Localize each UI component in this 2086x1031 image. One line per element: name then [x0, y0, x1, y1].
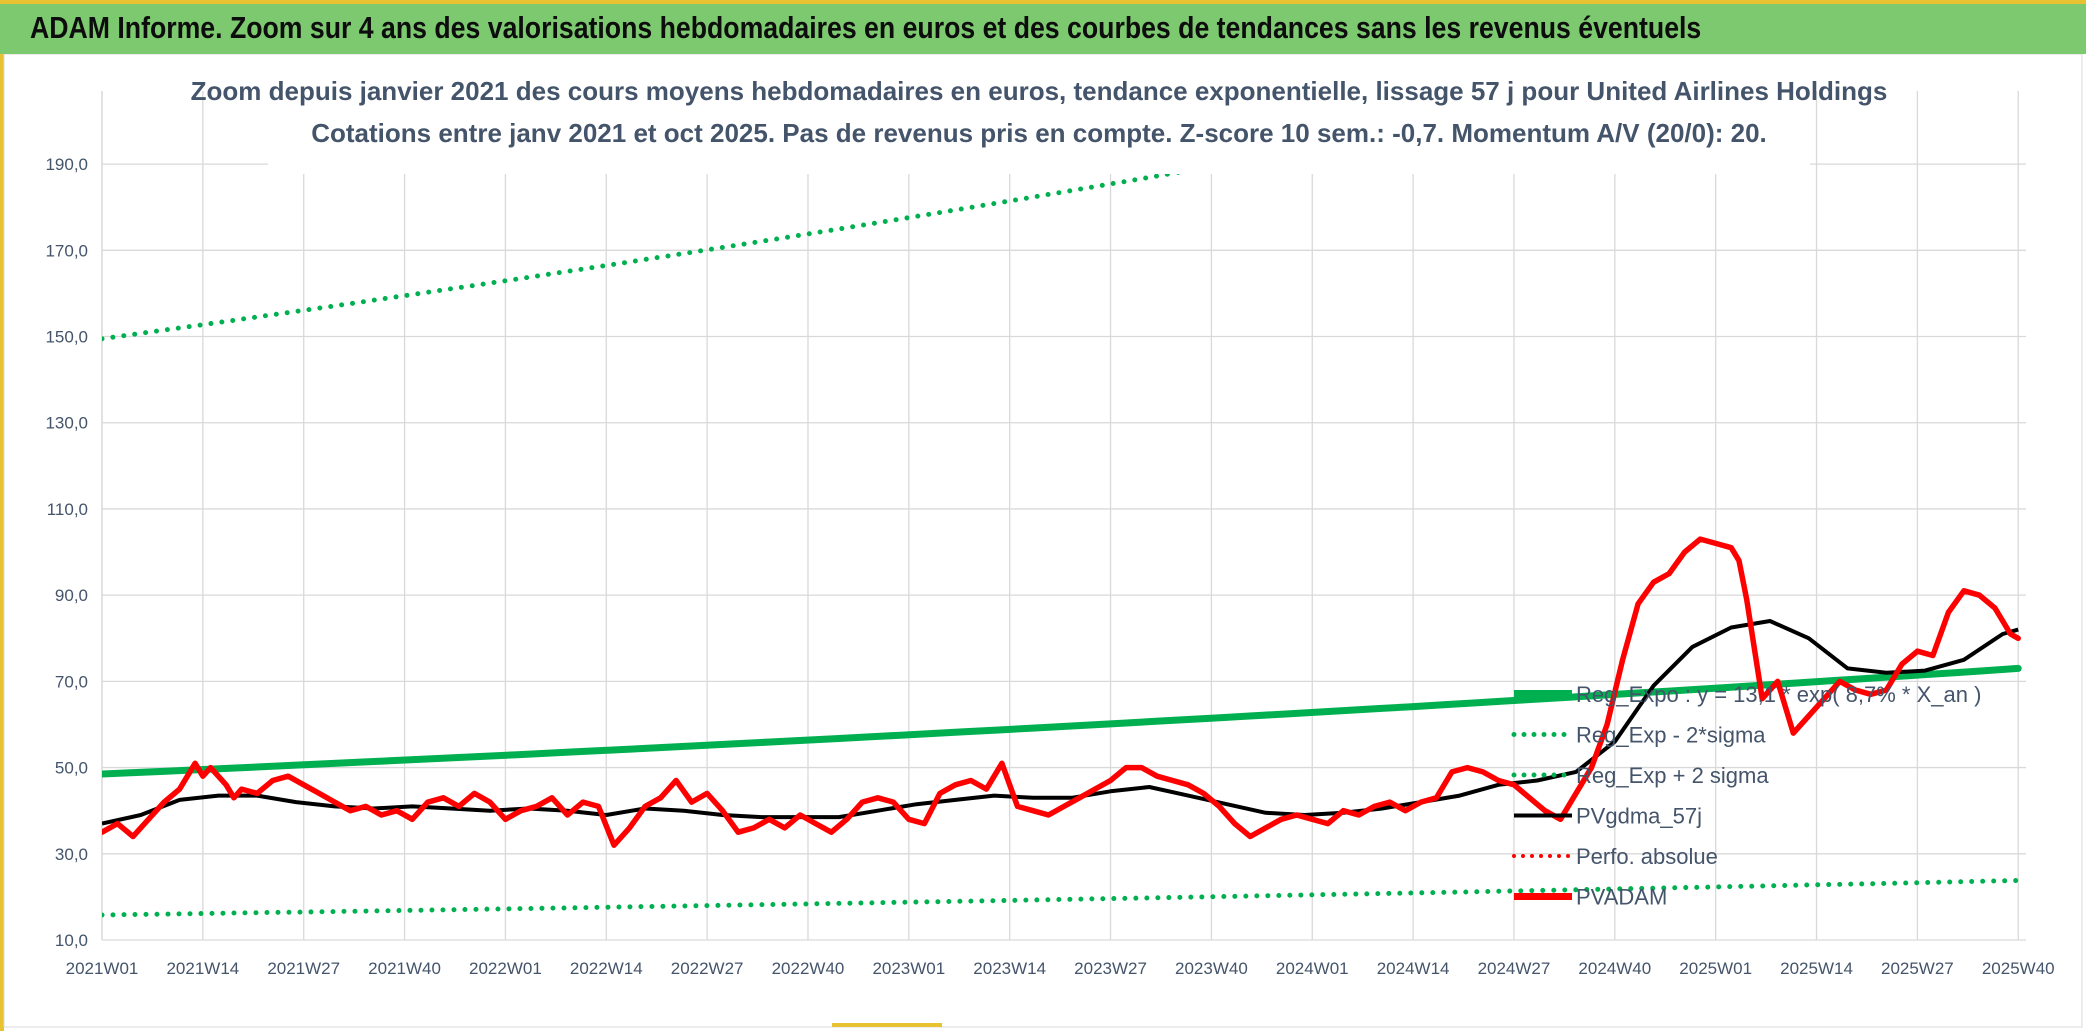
x-axis-ticks: 2021W01 2021W14 2021W27 2021W40 2022W01 2022W…: [66, 959, 2055, 978]
legend-label: Perfo. absolue: [1576, 844, 1718, 869]
chart-title: Zoom depuis janvier 2021 des cours moyen…: [191, 76, 1888, 106]
chart-area: [3, 54, 2083, 1028]
chart-title-background: [268, 62, 1810, 174]
y-tick-label: 170,0: [45, 241, 88, 260]
y-tick-label: 50,0: [55, 759, 88, 778]
x-tick-label: 2023W01: [872, 959, 945, 978]
x-tick-label: 2024W40: [1578, 959, 1651, 978]
x-tick-label: 2021W01: [66, 959, 139, 978]
x-tick-label: 2022W40: [772, 959, 845, 978]
chart-title-box: Zoom depuis janvier 2021 des cours moyen…: [191, 62, 1888, 174]
series-layer: [102, 91, 2022, 918]
chart-subtitle: Cotations entre janv 2021 et oct 2025. P…: [311, 118, 1767, 148]
legend-label: Reg_Exp - 2*sigma: [1576, 723, 1766, 748]
y-tick-label: 30,0: [55, 845, 88, 864]
x-tick-label: 2023W14: [973, 959, 1046, 978]
x-tick-label: 2022W27: [671, 959, 744, 978]
x-tick-label: 2024W01: [1276, 959, 1349, 978]
x-tick-label: 2024W27: [1478, 959, 1551, 978]
left-accent-bar: [0, 54, 4, 1031]
y-tick-label: 110,0: [47, 500, 88, 519]
y-tick-label: 10,0: [55, 931, 88, 950]
x-tick-label: 2024W14: [1377, 959, 1450, 978]
x-tick-label: 2023W40: [1175, 959, 1248, 978]
series-line-3: [102, 91, 1640, 342]
legend-label: PVADAM: [1576, 885, 1667, 910]
x-tick-label: 2021W27: [267, 959, 340, 978]
y-tick-label: 90,0: [55, 586, 88, 605]
legend: Reg_Expo : y = 13,1 * exp( 8,7% * X_an )…: [1511, 682, 1981, 910]
y-axis-ticks: 10,0 30,0 50,0 70,0 90,0 110,0 130,0 150,0 170,0…: [45, 155, 88, 950]
series-line-2: [102, 878, 2021, 918]
x-tick-label: 2025W14: [1780, 959, 1853, 978]
legend-label: PVgdma_57j: [1576, 804, 1702, 829]
series-line-1: [102, 664, 2022, 778]
x-tick-label: 2025W27: [1881, 959, 1954, 978]
chart: Zoom depuis janvier 2021 des cours moyen…: [3, 54, 2083, 1028]
report-banner: ADAM Informe. Zoom sur 4 ans des valoris…: [0, 0, 2086, 54]
x-tick-label: 2022W14: [570, 959, 643, 978]
x-tick-label: 2025W40: [1982, 959, 2055, 978]
y-tick-label: 190,0: [45, 155, 88, 174]
report-title: ADAM Informe. Zoom sur 4 ans des valoris…: [30, 10, 1702, 45]
legend-label: Reg_Expo : y = 13,1 * exp( 8,7% * X_an ): [1576, 682, 1981, 707]
y-tick-label: 70,0: [55, 672, 88, 691]
x-tick-label: 2021W40: [368, 959, 441, 978]
y-tick-label: 130,0: [45, 414, 88, 433]
x-tick-label: 2021W14: [166, 959, 239, 978]
legend-label: Reg_Exp + 2 sigma: [1576, 763, 1769, 788]
series-line-5: [102, 536, 2021, 848]
y-tick-label: 150,0: [45, 328, 88, 347]
x-tick-label: 2022W01: [469, 959, 542, 978]
x-tick-label: 2025W01: [1679, 959, 1752, 978]
x-tick-label: 2023W27: [1074, 959, 1147, 978]
bottom-accent: [832, 1023, 942, 1027]
